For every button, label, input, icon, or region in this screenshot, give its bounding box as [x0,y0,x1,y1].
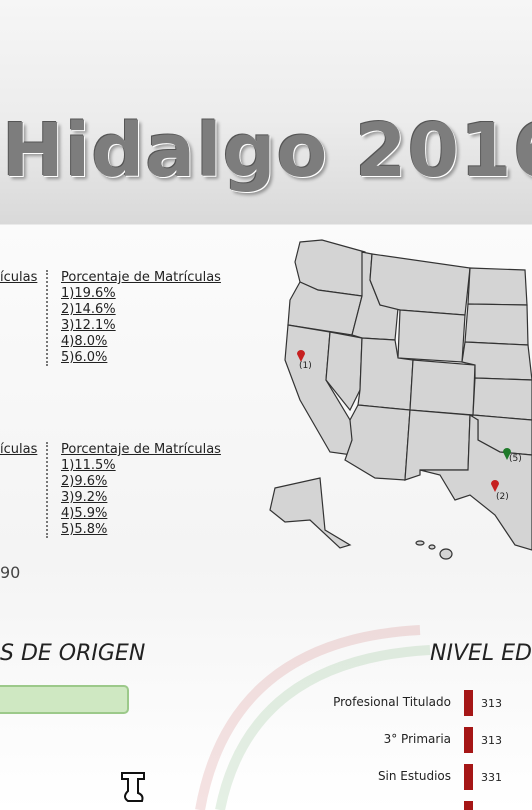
column-header: Porcentaje de Matrículas [61,442,221,457]
fragment-number: 90 [0,563,21,582]
list-item: 3)12.1% [61,318,116,333]
list-item: 1)19.6% [61,286,116,301]
column-header: Porcentaje de Matrículas [61,270,221,285]
marker-label: (5) [509,454,522,464]
education-bar [464,801,473,810]
header-text: ículas [0,270,38,285]
us-map [269,239,532,560]
education-value: 331 [481,771,502,784]
divider [46,270,48,366]
education-label: 3° Primaria [383,732,451,746]
education-label: Sin Estudios [377,769,451,783]
column-header: ículas [0,270,37,286]
marker-label: (2) [496,492,509,502]
list-item: 2)9.6% [61,474,108,489]
column-header: ículas [0,442,37,458]
list-item: 4)5.9% [61,506,108,521]
education-bar [464,727,473,753]
section-title: S DE ORIGEN [0,641,146,666]
list-item: 4)8.0% [61,334,108,349]
percent-list: Porcentaje de Matrículas 1)19.6% 2)14.6% 3)… [61,270,221,366]
marker-label: (1) [299,361,312,371]
map-markers [297,350,511,492]
pointer-icon [121,772,145,802]
header-text: ículas [0,442,38,457]
list-item: 5)5.8% [61,522,108,537]
divider [46,442,48,538]
percent-list: Porcentaje de Matrículas 1)11.5% 2)9.6% 3)9… [61,442,221,538]
origin-bar [0,685,129,714]
education-bar [464,690,473,716]
education-value: 313 [481,697,502,710]
section-title: NIVEL ED [430,641,532,666]
education-value: 313 [481,734,502,747]
title: Hidalgo 2016 [2,108,532,194]
list-item: 5)6.0% [61,350,108,365]
education-bar [464,764,473,790]
list-item: 3)9.2% [61,490,108,505]
background-arcs [195,625,431,810]
education-label: Profesional Titulado [333,695,451,709]
list-item: 2)14.6% [61,302,116,317]
list-item: 1)11.5% [61,458,116,473]
